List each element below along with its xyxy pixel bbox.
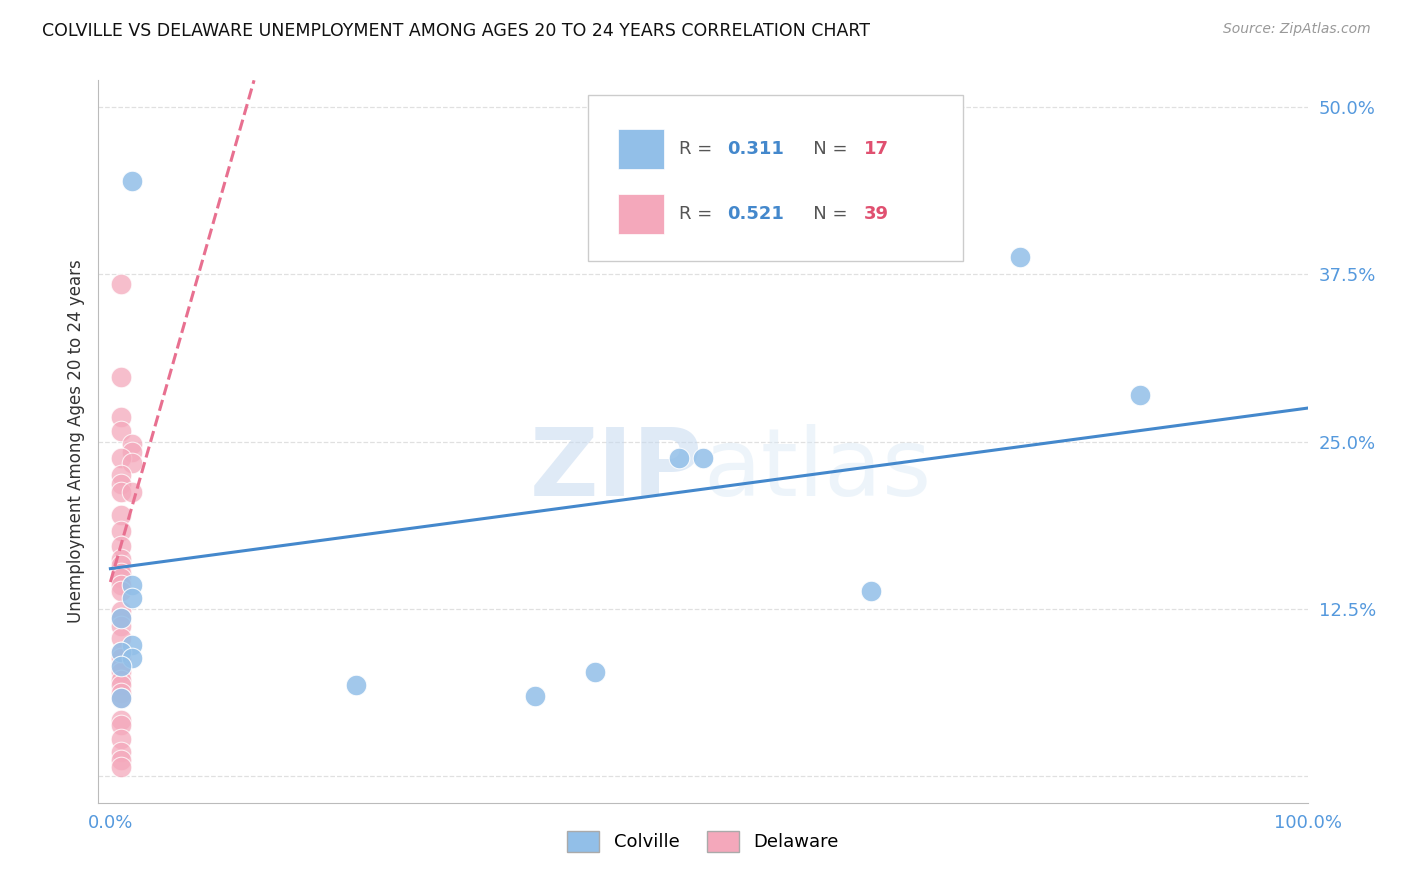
Point	[121, 651, 143, 665]
Point	[110, 566, 132, 580]
Point	[583, 665, 606, 679]
Point	[110, 691, 132, 706]
Point	[121, 485, 143, 500]
Point	[110, 691, 132, 706]
Point	[121, 445, 143, 459]
Point	[110, 619, 132, 633]
Point	[110, 611, 132, 625]
Point	[110, 524, 132, 539]
Point	[110, 605, 132, 619]
Text: 0.311: 0.311	[727, 140, 785, 158]
FancyBboxPatch shape	[619, 129, 664, 169]
Point	[110, 718, 132, 732]
Point	[859, 584, 882, 599]
Point	[121, 174, 143, 188]
Point	[110, 745, 132, 759]
Point	[110, 651, 132, 665]
Point	[110, 632, 132, 646]
Point	[121, 638, 143, 652]
Text: 17: 17	[863, 140, 889, 158]
Point	[524, 689, 547, 703]
Point	[110, 467, 132, 482]
Point	[110, 753, 132, 767]
Point	[110, 450, 132, 465]
Point	[110, 370, 132, 384]
Point	[344, 678, 367, 692]
Point	[110, 659, 132, 673]
Point	[110, 552, 132, 566]
Point	[110, 578, 132, 592]
Point	[110, 477, 132, 491]
Point	[110, 644, 132, 658]
Legend: Colville, Delaware: Colville, Delaware	[560, 823, 846, 859]
Text: COLVILLE VS DELAWARE UNEMPLOYMENT AMONG AGES 20 TO 24 YEARS CORRELATION CHART: COLVILLE VS DELAWARE UNEMPLOYMENT AMONG …	[42, 22, 870, 40]
Point	[110, 659, 132, 673]
Text: Source: ZipAtlas.com: Source: ZipAtlas.com	[1223, 22, 1371, 37]
Point	[1129, 387, 1152, 401]
Text: N =: N =	[796, 140, 853, 158]
Point	[110, 410, 132, 425]
Point	[110, 678, 132, 692]
Point	[110, 485, 132, 500]
Text: ZIP: ZIP	[530, 425, 703, 516]
FancyBboxPatch shape	[619, 194, 664, 234]
FancyBboxPatch shape	[588, 95, 963, 260]
Text: R =: R =	[679, 140, 718, 158]
Point	[110, 424, 132, 438]
Point	[110, 571, 132, 585]
Point	[121, 578, 143, 592]
Point	[110, 686, 132, 700]
Point	[110, 760, 132, 774]
Text: 0.521: 0.521	[727, 205, 785, 223]
Point	[110, 731, 132, 746]
Point	[121, 591, 143, 606]
Point	[110, 558, 132, 572]
Y-axis label: Unemployment Among Ages 20 to 24 years: Unemployment Among Ages 20 to 24 years	[66, 260, 84, 624]
Point	[110, 277, 132, 291]
Text: R =: R =	[679, 205, 718, 223]
Point	[692, 450, 714, 465]
Text: 39: 39	[863, 205, 889, 223]
Text: atlas: atlas	[703, 425, 931, 516]
Point	[110, 584, 132, 599]
Point	[121, 437, 143, 451]
Point	[110, 713, 132, 727]
Point	[110, 673, 132, 687]
Point	[110, 611, 132, 625]
Point	[1010, 250, 1032, 264]
Point	[121, 456, 143, 470]
Point	[668, 450, 690, 465]
Text: N =: N =	[796, 205, 853, 223]
Point	[110, 539, 132, 553]
Point	[110, 644, 132, 658]
Point	[110, 508, 132, 523]
Point	[110, 665, 132, 679]
